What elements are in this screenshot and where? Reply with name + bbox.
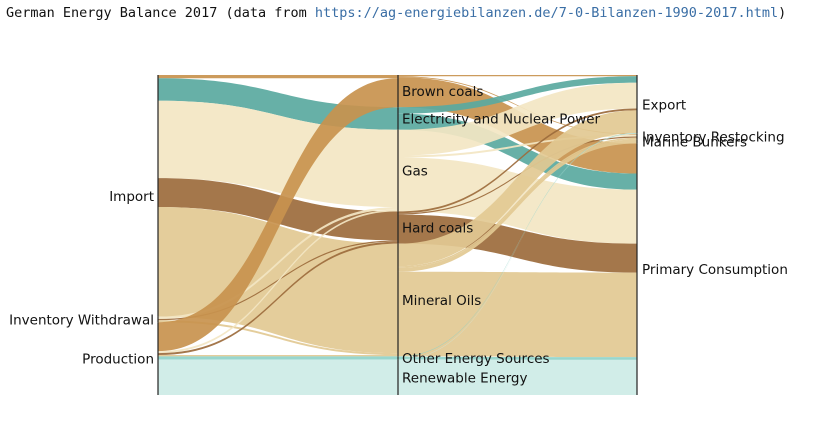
inflow-production-hard_coals: [158, 241, 398, 356]
inflow-inventory_withdrawal-mineral_oils: [158, 320, 398, 356]
outflow-brown_coals-inventory_restocking: [398, 76, 637, 135]
outflow-mineral_oils-export: [398, 110, 637, 267]
carrier-label-brown_coals: Brown coals: [402, 84, 483, 100]
outflow-mineral_oils-inventory_restocking: [398, 137, 637, 268]
title-prefix: German Energy Balance 2017 (data from: [6, 5, 315, 21]
inflow-production-mineral_oils: [158, 355, 398, 357]
carrier-label-renewable: Renewable Energy: [402, 370, 527, 386]
carrier-label-gas: Gas: [402, 164, 428, 180]
outflow-mineral_oils-marine_bunkers: [398, 139, 637, 272]
inflow-links: [158, 75, 398, 395]
outflow-renewable-export: [398, 133, 637, 360]
use-label-inventory_restocking: Inventory Restocking: [642, 130, 785, 146]
chart-title: German Energy Balance 2017 (data from ht…: [6, 5, 786, 21]
carrier-label-other_energy: Other Energy Sources: [402, 351, 550, 367]
use-label-marine_bunkers: Marine Bunkers: [642, 134, 747, 150]
node-labels: Import Inventory Withdrawal Production Brow…: [9, 84, 788, 386]
inflow-import-brown_coals: [158, 75, 398, 79]
source-label-inventory_withdrawal: Inventory Withdrawal: [9, 312, 154, 328]
inflow-production-other_energy: [158, 356, 398, 360]
outflow-links: [398, 75, 637, 395]
use-label-primary_consumption: Primary Consumption: [642, 262, 788, 278]
carrier-label-hard_coals: Hard coals: [402, 221, 473, 237]
inflow-production-brown_coals: [158, 78, 398, 352]
outflow-other_energy-export: [398, 132, 637, 357]
title-suffix: ): [778, 5, 787, 21]
source-link[interactable]: https://ag-energiebilanzen.de/7-0-Bilanz…: [314, 5, 779, 21]
outflow-mineral_oils-primary_consumption: [398, 271, 637, 358]
inflow-inventory_withdrawal-gas: [158, 207, 398, 319]
outflow-hard_coals-inventory_restocking: [398, 136, 637, 215]
outflow-gas-inventory_restocking: [398, 134, 637, 158]
outflow-hard_coals-primary_consumption: [398, 214, 637, 273]
use-label-export: Export: [642, 97, 686, 113]
inflow-production-gas: [158, 209, 398, 354]
outflow-hard_coals-export: [398, 108, 637, 214]
outflow-gas-export: [398, 82, 637, 156]
outflow-electricity_nuclear-export: [398, 76, 637, 114]
inflow-production-renewable: [158, 359, 398, 395]
outflow-other_energy-primary_consumption: [398, 356, 637, 360]
outflow-renewable-primary_consumption: [398, 359, 637, 395]
carrier-label-electricity_nuclear: Electricity and Nuclear Power: [402, 111, 601, 127]
carrier-label-mineral_oils: Mineral Oils: [402, 293, 481, 309]
node-bars: [157, 75, 638, 395]
outflow-brown_coals-export: [398, 75, 637, 77]
source-label-import: Import: [109, 189, 154, 205]
outflow-gas-primary_consumption: [398, 157, 637, 244]
source-label-production: Production: [82, 352, 154, 368]
